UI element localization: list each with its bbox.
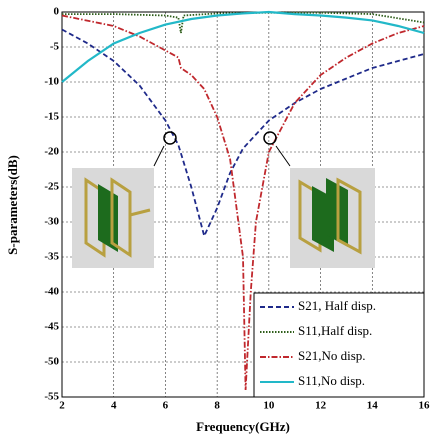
y-tick-label: -45 [44,321,59,333]
x-tick-label: 2 [59,400,65,412]
legend-label: S21, Half disp. [298,298,376,313]
y-tick-label: -10 [44,76,59,88]
legend-label: S11,Half disp. [298,323,372,338]
y-tick-label: -35 [44,251,59,263]
chart: Frequency(GHz) S-parameters(dB) 2 4 6 8 10 12… [0,0,435,440]
legend-label: S11,No disp. [298,373,365,388]
x-tick-label: 12 [315,400,327,412]
legend-label: S21,No disp. [298,348,366,363]
x-tick-label: 10 [263,400,275,412]
x-axis-label: Frequency(GHz) [196,419,290,434]
x-tick-label: 4 [111,400,117,412]
y-tick-label: -20 [44,146,59,158]
x-tick-label: 8 [214,400,220,412]
x-tick-label: 14 [367,400,379,412]
y-tick-label: -25 [44,181,59,193]
y-axis-label: S-parameters(dB) [5,155,20,255]
legend: S21, Half disp. S11,Half disp. S21,No disp… [254,293,424,397]
y-tick-label: -30 [44,216,59,228]
x-tick-label: 16 [419,400,431,412]
inset-left [72,168,154,268]
y-tick-label: 0 [54,6,60,18]
inset-right [290,168,375,268]
y-tick-label: -15 [44,111,59,123]
y-tick-label: -55 [44,391,59,403]
y-tick-label: -5 [50,41,60,53]
x-tick-label: 6 [163,400,169,412]
y-tick-label: -50 [44,356,59,368]
y-tick-label: -40 [44,286,59,298]
